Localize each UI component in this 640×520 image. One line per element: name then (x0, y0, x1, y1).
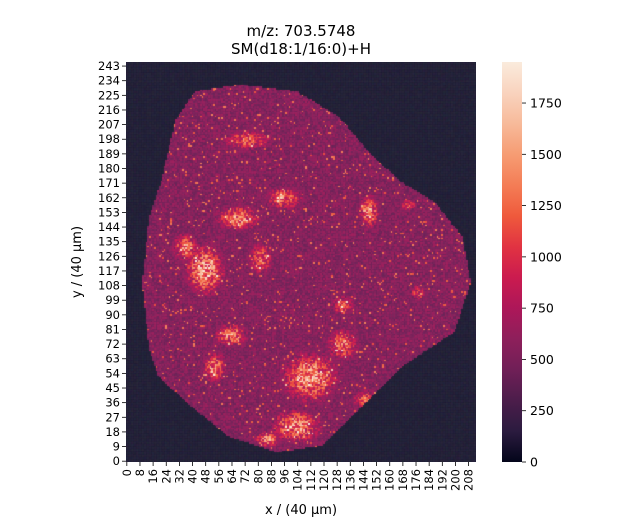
x-tick-label: 80 (251, 469, 265, 484)
y-axis-label: y / (40 μm) (70, 226, 85, 298)
y-tick-label: 90 (105, 308, 120, 322)
colorbar-tick-label: 250 (530, 403, 554, 418)
x-tick-label: 8 (133, 469, 147, 476)
chart-title-line-1: m/z: 703.5748 (247, 22, 356, 40)
x-tick-label: 136 (343, 469, 357, 491)
x-tick-label: 72 (238, 469, 252, 484)
colorbar-tick-label: 750 (530, 301, 554, 316)
x-tick-label: 16 (146, 469, 160, 484)
x-tick-label: 160 (383, 469, 397, 491)
y-tick-label: 45 (105, 381, 120, 395)
y-tick-label: 99 (105, 293, 120, 307)
chart-title-line-2: SM(d18:1/16:0)+H (231, 40, 371, 58)
colorbar-tick-label: 1250 (530, 198, 562, 213)
colorbar-tick-label: 1500 (530, 147, 562, 162)
colorbar-tick-label: 1000 (530, 249, 562, 264)
x-tick-label: 40 (186, 469, 200, 484)
y-tick-label: 0 (113, 454, 120, 468)
y-tick-label: 54 (105, 366, 120, 380)
x-axis-label: x / (40 μm) (265, 503, 337, 518)
y-tick-label: 144 (98, 220, 120, 234)
y-tick-label: 72 (105, 337, 120, 351)
x-tick-label: 128 (330, 469, 344, 491)
x-tick-label: 152 (370, 469, 384, 491)
x-tick-label: 88 (264, 469, 278, 484)
x-tick-label: 200 (448, 469, 462, 491)
y-tick-label: 135 (98, 235, 120, 249)
x-tick-label: 56 (212, 469, 226, 484)
x-axis-ticks: 0 8 16 24 32 40 48 56 64 72 80 88 96 104 112 120 128 136 1… (120, 462, 476, 491)
x-tick-label: 176 (409, 469, 423, 491)
y-tick-label: 126 (98, 249, 120, 263)
x-tick-label: 208 (462, 469, 476, 491)
y-tick-label: 234 (98, 74, 120, 88)
y-tick-label: 63 (105, 352, 120, 366)
heatmap-cells (126, 62, 476, 462)
colorbar (502, 62, 522, 462)
y-tick-label: 216 (98, 103, 120, 117)
y-tick-label: 243 (98, 59, 120, 73)
x-tick-label: 0 (120, 469, 134, 476)
y-tick-label: 180 (98, 162, 120, 176)
y-tick-label: 207 (98, 118, 120, 132)
x-tick-label: 144 (356, 469, 370, 491)
x-tick-label: 32 (172, 469, 186, 484)
y-tick-label: 162 (98, 191, 120, 205)
y-tick-label: 27 (105, 410, 120, 424)
y-tick-label: 117 (98, 264, 120, 278)
x-tick-label: 184 (422, 469, 436, 491)
x-tick-label: 48 (199, 469, 213, 484)
x-tick-label: 96 (278, 469, 292, 484)
y-tick-label: 171 (98, 176, 120, 190)
y-tick-label: 198 (98, 132, 120, 146)
x-tick-label: 104 (291, 469, 305, 491)
colorbar-tick-label: 1750 (530, 96, 562, 111)
y-tick-label: 153 (98, 205, 120, 219)
y-tick-label: 189 (98, 147, 120, 161)
y-tick-label: 108 (98, 279, 120, 293)
colorbar-tick-label: 0 (530, 455, 538, 470)
y-tick-label: 18 (105, 425, 120, 439)
colorbar-tick-label: 500 (530, 352, 554, 367)
y-tick-label: 36 (105, 396, 120, 410)
x-tick-label: 192 (435, 469, 449, 491)
x-tick-label: 112 (304, 469, 318, 491)
y-tick-label: 81 (105, 322, 120, 336)
x-tick-label: 168 (396, 469, 410, 491)
y-tick-label: 9 (113, 440, 120, 454)
colorbar-ticks: 0 250 500 750 1000 1250 1500 1750 (522, 96, 562, 470)
x-tick-label: 120 (317, 469, 331, 491)
x-tick-label: 64 (225, 469, 239, 484)
y-axis-ticks: 0918273645546372819099108117126135144153… (98, 59, 126, 468)
y-tick-label: 225 (98, 88, 120, 102)
x-tick-label: 24 (159, 469, 173, 484)
